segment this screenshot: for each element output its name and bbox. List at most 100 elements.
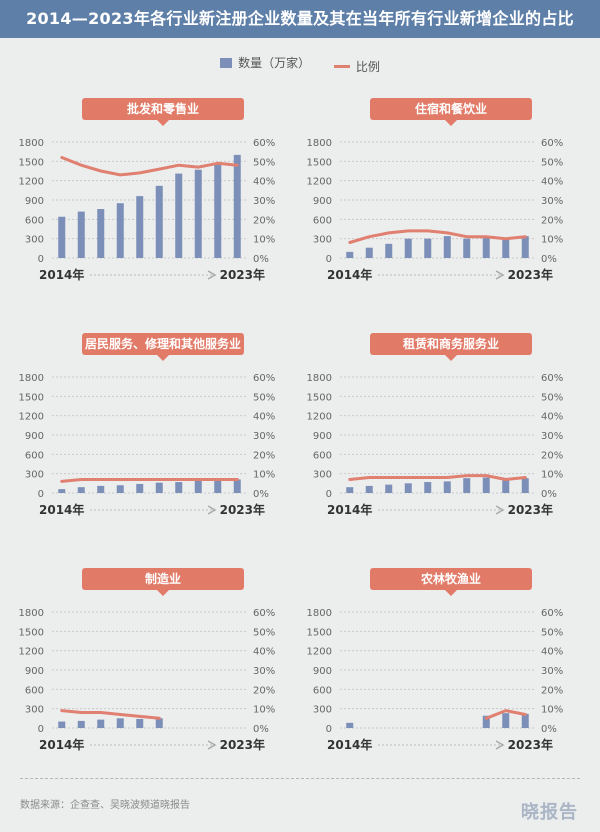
y-tick-label: 1200 — [307, 412, 332, 423]
chart-title: 2014—2023年各行业新注册企业数量及其在当年所有行业新增企业的占比 — [0, 0, 600, 38]
bar — [136, 718, 144, 728]
bar — [233, 154, 241, 258]
bar — [116, 485, 124, 493]
bar — [175, 482, 183, 493]
x-arrow-head — [495, 270, 505, 280]
y2-tick-label: 30% — [253, 431, 275, 442]
bar — [58, 489, 66, 493]
y2-tick-label: 20% — [541, 685, 563, 696]
y2-tick-label: 50% — [253, 157, 275, 168]
brand-logo: 晓报告 — [521, 802, 578, 823]
y2-tick-label: 60% — [541, 608, 563, 619]
bar — [58, 721, 66, 728]
panel-title: 农林牧渔业 — [370, 568, 532, 596]
series-line — [348, 229, 527, 244]
y2-tick-label: 60% — [253, 138, 275, 149]
chart-agriculture: 1800 60% 1500 50% 1200 40% 900 30% 600 20% 300 10% 0… — [307, 608, 564, 752]
bar — [155, 718, 163, 728]
y2-tick-label: 40% — [541, 647, 563, 658]
y-tick-label: 300 — [313, 705, 332, 716]
bar — [365, 485, 373, 493]
y2-tick-label: 20% — [253, 685, 275, 696]
y-tick-label: 1800 — [307, 138, 332, 149]
bar — [443, 481, 451, 493]
y2-tick-label: 10% — [541, 470, 563, 481]
y-tick-label: 1800 — [307, 373, 332, 384]
y2-tick-label: 40% — [541, 177, 563, 188]
y-tick-label: 300 — [313, 235, 332, 246]
y2-tick-label: 0% — [541, 489, 557, 500]
bar — [136, 483, 144, 493]
bar — [97, 719, 105, 728]
bar — [404, 483, 412, 493]
y-tick-label: 1200 — [19, 412, 44, 423]
x-start-label: 2014年 — [327, 502, 372, 517]
y-tick-label: 0 — [326, 489, 332, 500]
chart-manufacturing: 1800 60% 1500 50% 1200 40% 900 30% 600 20% 300 10% 0… — [19, 608, 276, 752]
y2-tick-label: 50% — [253, 392, 275, 403]
y2-tick-label: 30% — [541, 666, 563, 677]
y-tick-label: 1500 — [307, 392, 332, 403]
series-line — [348, 474, 527, 481]
y2-tick-label: 0% — [541, 254, 557, 265]
y-tick-label: 1200 — [307, 647, 332, 658]
bar — [482, 715, 490, 728]
bar — [346, 487, 354, 493]
series-line — [60, 478, 239, 483]
y2-tick-label: 40% — [253, 647, 275, 658]
series-line — [484, 709, 527, 720]
bar — [463, 238, 471, 258]
y-tick-label: 0 — [326, 254, 332, 265]
y2-tick-label: 40% — [253, 412, 275, 423]
y2-tick-label: 50% — [541, 392, 563, 403]
y-tick-label: 300 — [25, 705, 44, 716]
y2-tick-label: 20% — [253, 215, 275, 226]
y2-tick-label: 50% — [541, 627, 563, 638]
bar — [502, 713, 510, 728]
source-note: 数据来源：企查查、吴晓波频道晓报告 — [20, 800, 190, 811]
y2-tick-label: 10% — [541, 705, 563, 716]
y2-tick-label: 10% — [253, 235, 275, 246]
bar — [175, 173, 183, 258]
y-tick-label: 1500 — [307, 157, 332, 168]
y-tick-label: 900 — [313, 196, 332, 207]
bar — [97, 209, 105, 258]
chart-wholesale-retail: 1800 60% 1500 50% 1200 40% 900 30% 600 20% 300 10% 0… — [19, 138, 276, 282]
y2-tick-label: 50% — [253, 627, 275, 638]
y2-tick-label: 10% — [541, 235, 563, 246]
y-tick-label: 900 — [25, 431, 44, 442]
bar — [116, 718, 124, 728]
bar — [194, 480, 202, 493]
bar — [482, 237, 490, 258]
y2-tick-label: 20% — [253, 450, 275, 461]
y-tick-label: 0 — [38, 489, 44, 500]
x-end-label: 2023年 — [508, 502, 553, 517]
y-tick-label: 1800 — [307, 608, 332, 619]
y-tick-label: 600 — [25, 450, 44, 461]
y-tick-label: 1500 — [19, 392, 44, 403]
y2-tick-label: 0% — [541, 724, 557, 735]
bar — [521, 713, 529, 728]
chart-resident-services: 1800 60% 1500 50% 1200 40% 900 30% 600 20% 300 10% 0… — [19, 373, 276, 517]
x-start-label: 2014年 — [327, 737, 372, 752]
y-tick-label: 1200 — [19, 177, 44, 188]
y-tick-label: 900 — [25, 666, 44, 677]
y2-tick-label: 10% — [253, 705, 275, 716]
x-arrow-head — [207, 505, 217, 515]
footer-divider — [20, 778, 580, 779]
bar — [116, 203, 124, 258]
y-tick-label: 600 — [313, 450, 332, 461]
panel-leasing-business: 1800 60% 1500 50% 1200 40% 900 30% 600 20% 300 10% 0… — [300, 333, 585, 523]
bar — [521, 236, 529, 258]
legend-bar-swatch — [220, 57, 233, 68]
x-arrow-head — [207, 270, 217, 280]
panel-title: 批发和零售业 — [82, 98, 244, 126]
bar — [233, 479, 241, 493]
bar — [214, 164, 222, 258]
x-arrow-head — [207, 740, 217, 750]
x-start-label: 2014年 — [327, 267, 372, 282]
y2-tick-label: 20% — [541, 450, 563, 461]
y-tick-label: 1800 — [19, 373, 44, 384]
legend-bar-label: 数量（万家） — [238, 56, 311, 70]
y-tick-label: 1800 — [19, 138, 44, 149]
